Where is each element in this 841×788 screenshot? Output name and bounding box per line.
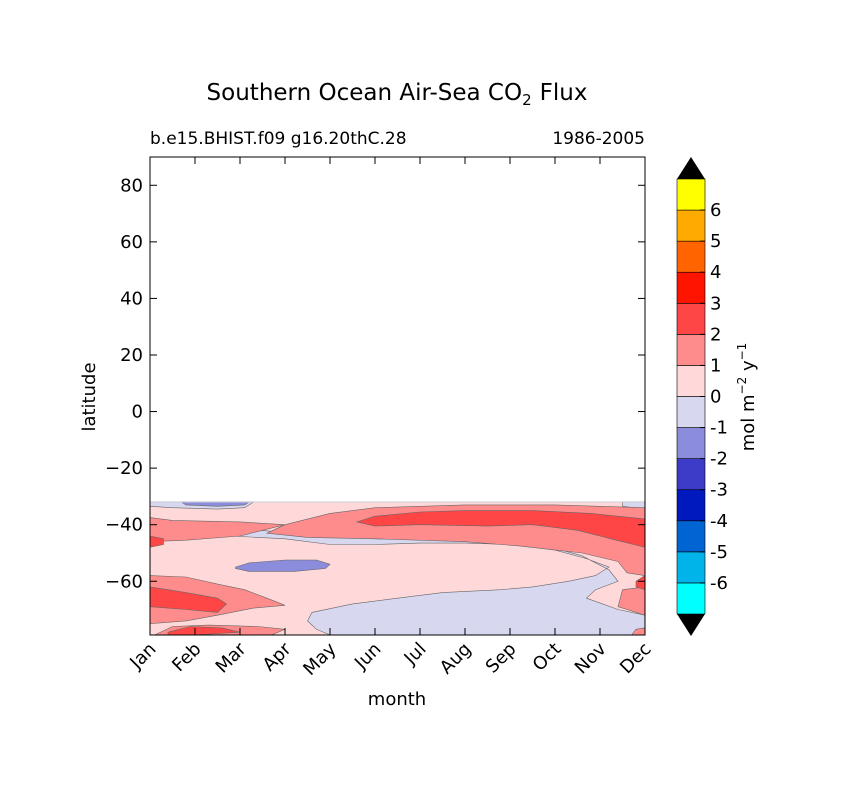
colorbar-tick-label: 6 xyxy=(710,200,721,221)
colorbar-swatch xyxy=(676,209,706,242)
colorbar-label-exp1: −2 xyxy=(735,377,749,395)
x-tick-label: Apr xyxy=(259,638,296,675)
x-tick-label: Jun xyxy=(350,639,385,674)
x-tick-label: Sep xyxy=(482,639,521,678)
colorbar-swatch xyxy=(676,302,706,335)
y-tick-label: −40 xyxy=(105,515,143,536)
colorbar-swatch xyxy=(676,551,706,584)
x-tick-label: Mar xyxy=(212,638,251,677)
colorbar-tick-label: -4 xyxy=(710,511,728,532)
colorbar-label-exp2: −1 xyxy=(735,343,749,361)
y-axis: 80 60 40 20 0 −20 −40 −60 xyxy=(105,175,645,592)
colorbar-tick-label: 3 xyxy=(710,293,721,314)
contour-region-band-negative-1-2-apr xyxy=(235,559,331,572)
colorbar-tick-label: -1 xyxy=(710,418,728,439)
colorbar-tick-label: 5 xyxy=(710,231,721,252)
x-tick-label: Aug xyxy=(436,639,476,679)
subtitle-right: 1986-2005 xyxy=(552,129,645,149)
y-tick-label: 80 xyxy=(120,175,143,196)
colorbar-tick-label: -5 xyxy=(710,542,728,563)
colorbar-tick-label: 0 xyxy=(710,387,721,408)
colorbar-swatch xyxy=(676,178,706,211)
title-subscript: 2 xyxy=(522,91,532,109)
plot-frame xyxy=(149,156,646,636)
colorbar-swatch xyxy=(676,520,706,553)
colorbar-swatch xyxy=(676,489,706,522)
x-tick-label: Dec xyxy=(616,639,655,678)
x-tick-label: Feb xyxy=(168,639,205,676)
contour-layer xyxy=(149,501,646,636)
colorbar-swatch xyxy=(676,271,706,304)
y-tick-label: −20 xyxy=(105,458,143,479)
x-tick-label: Oct xyxy=(529,639,566,676)
colorbar-extend-min xyxy=(677,614,705,636)
contour-region-band-positive-2-3-south xyxy=(149,586,227,613)
colorbar-swatch xyxy=(676,240,706,273)
y-tick-label: 0 xyxy=(132,402,143,423)
colorbar-swatch xyxy=(676,396,706,428)
colorbar-tick-label: 2 xyxy=(710,324,721,345)
plot-area xyxy=(149,156,646,636)
chart-title: Southern Ocean Air-Sea CO2 Flux xyxy=(207,80,588,109)
y-tick-label: −60 xyxy=(105,571,143,592)
colorbar-swatch xyxy=(676,458,706,491)
colorbar-swatch xyxy=(676,427,706,459)
x-tick-label: Jul xyxy=(400,639,431,670)
colorbar: -6 -5 -4 -3 -2 -1 0 1 2 3 4 5 6 xyxy=(676,157,728,636)
colorbar-tick-label: 4 xyxy=(710,262,721,283)
colorbar-swatch xyxy=(676,334,706,366)
y-tick-label: 40 xyxy=(120,288,143,309)
colorbar-tick-label: 1 xyxy=(710,355,721,376)
colorbar-tick-label: -2 xyxy=(710,449,728,470)
x-tick-label: Jan xyxy=(125,639,160,674)
colorbar-tick-label: -6 xyxy=(710,573,728,594)
y-tick-label: 60 xyxy=(120,232,143,253)
colorbar-swatch xyxy=(676,365,706,397)
colorbar-label: mol m−2 y−1 xyxy=(735,343,759,452)
x-axis-label: month xyxy=(368,689,426,710)
colorbar-tick-label: -3 xyxy=(710,480,728,501)
x-tick-label: May xyxy=(299,638,340,679)
subtitle-left: b.e15.BHIST.f09 g16.20thC.28 xyxy=(150,129,407,149)
colorbar-extend-max xyxy=(677,157,705,179)
colorbar-swatch xyxy=(676,582,706,615)
y-tick-label: 20 xyxy=(120,345,143,366)
x-tick-label: Nov xyxy=(571,638,611,678)
y-axis-label: latitude xyxy=(79,362,100,431)
